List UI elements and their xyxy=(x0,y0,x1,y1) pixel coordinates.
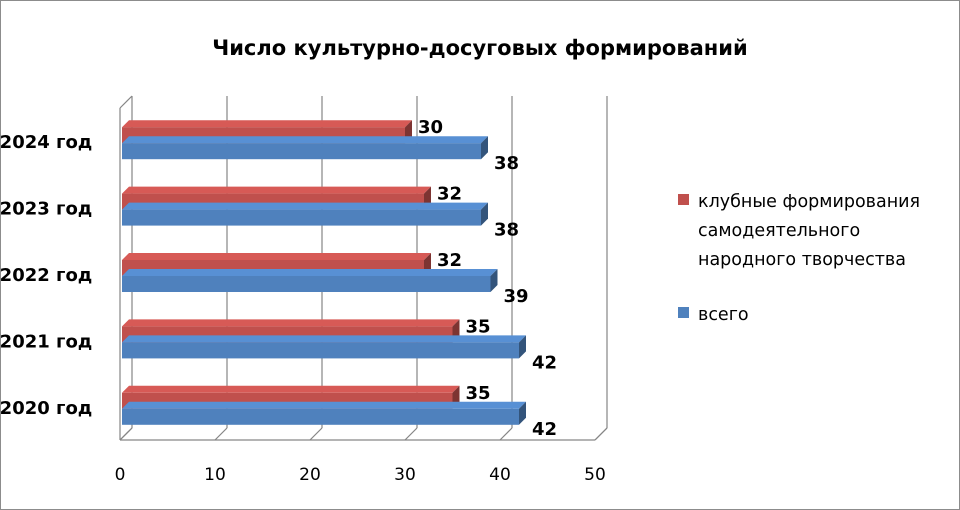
bar-top-face xyxy=(122,186,431,194)
bar-top-face xyxy=(122,385,460,393)
bar-side-face xyxy=(519,335,526,359)
bar xyxy=(122,408,519,425)
data-label: 42 xyxy=(532,352,557,373)
x-tick-label: 40 xyxy=(489,465,511,485)
bar xyxy=(122,276,491,292)
bar-side-face xyxy=(481,136,488,160)
legend-swatch-club xyxy=(678,194,689,205)
category-label: 2022 год xyxy=(0,265,92,286)
data-label: 39 xyxy=(504,286,529,307)
chart-legend: клубные формирования самодеятельного нар… xyxy=(676,188,960,330)
bar xyxy=(122,342,519,359)
chart-title: Число культурно-досуговых формирований xyxy=(212,36,748,60)
legend-item-club: клубные формирования самодеятельного нар… xyxy=(676,188,960,275)
bar xyxy=(122,209,481,226)
floor-tick xyxy=(594,427,608,441)
x-tick-label: 10 xyxy=(204,465,226,485)
floor-tick xyxy=(119,427,133,441)
category-label: 2023 год xyxy=(0,199,92,220)
bar-side-face xyxy=(490,269,498,292)
floor-tick xyxy=(404,427,418,441)
bar-top-face xyxy=(122,253,431,260)
bar-top-face xyxy=(122,319,460,327)
data-label: 32 xyxy=(437,250,462,271)
bar-top-face xyxy=(122,136,488,144)
bar-top-face xyxy=(122,269,498,276)
wall-top-edge xyxy=(119,95,133,109)
data-label: 38 xyxy=(494,153,519,174)
legend-label-club: клубные формирования самодеятельного нар… xyxy=(698,192,921,270)
bar-top-face xyxy=(122,120,412,128)
floor-tick xyxy=(309,427,323,441)
data-label: 32 xyxy=(437,184,462,205)
data-label: 38 xyxy=(494,220,519,241)
bar-side-face xyxy=(519,401,526,425)
category-label: 2024 год xyxy=(0,132,92,153)
floor-tick xyxy=(499,427,513,441)
data-label: 42 xyxy=(532,419,557,440)
x-tick-label: 50 xyxy=(584,465,606,485)
category-label: 2021 год xyxy=(0,331,92,352)
data-label: 30 xyxy=(418,117,443,138)
legend-item-total: всего xyxy=(676,301,960,330)
bar xyxy=(122,143,481,160)
legend-label-total: всего xyxy=(698,305,749,325)
x-tick-label: 30 xyxy=(394,465,416,485)
category-label: 2020 год xyxy=(0,398,92,419)
x-tick-label: 0 xyxy=(115,465,126,485)
bar-side-face xyxy=(481,202,488,226)
data-label: 35 xyxy=(466,316,491,337)
bar-top-face xyxy=(122,401,526,409)
bar-top-face xyxy=(122,335,526,343)
floor-tick xyxy=(214,427,228,441)
x-tick-label: 20 xyxy=(299,465,321,485)
legend-swatch-total xyxy=(678,307,689,318)
data-label: 35 xyxy=(466,383,491,404)
bar-top-face xyxy=(122,202,488,210)
